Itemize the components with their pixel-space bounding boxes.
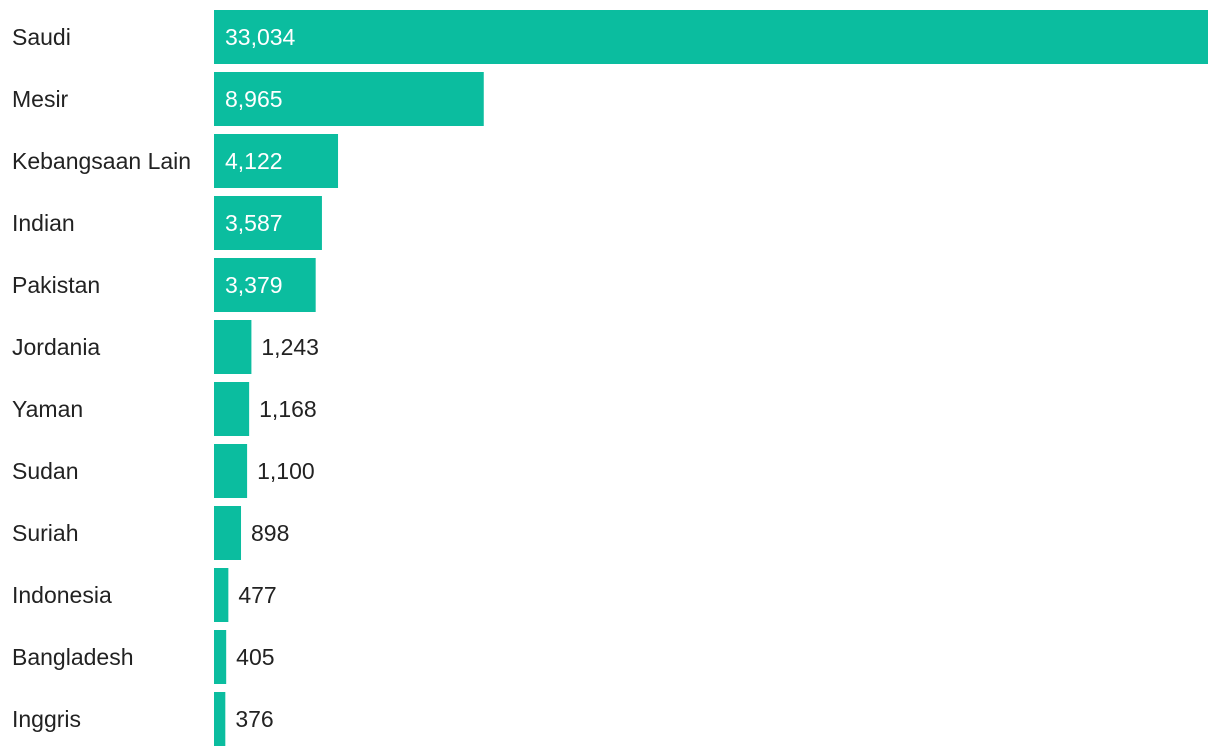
value-label: 8,965 — [225, 86, 283, 112]
bar-row: Yaman 1,168 — [12, 382, 317, 436]
bar-row: Mesir 8,965 — [12, 72, 484, 126]
bar — [214, 196, 322, 250]
value-label: 33,034 — [225, 24, 296, 50]
category-label: Indian — [12, 210, 75, 236]
category-label: Jordania — [12, 334, 100, 360]
category-label: Kebangsaan Lain — [12, 148, 191, 174]
category-label: Yaman — [12, 396, 83, 422]
value-label: 1,168 — [259, 396, 317, 422]
bar — [214, 568, 229, 622]
bar — [214, 10, 1208, 64]
bar-row: Bangladesh 405 — [12, 630, 275, 684]
bar — [214, 320, 252, 374]
bar — [214, 630, 227, 684]
value-label: 376 — [235, 706, 273, 732]
bar-row: Indian 3,587 — [12, 196, 322, 250]
value-label: 3,379 — [225, 272, 283, 298]
bar-row: Pakistan 3,379 — [12, 258, 316, 312]
value-label: 4,122 — [225, 148, 283, 174]
category-label: Bangladesh — [12, 644, 134, 670]
bar — [214, 382, 250, 436]
value-label: 3,587 — [225, 210, 283, 236]
category-label: Inggris — [12, 706, 81, 732]
category-label: Saudi — [12, 24, 71, 50]
category-label: Mesir — [12, 86, 69, 112]
bar-row: Inggris 376 — [12, 692, 274, 746]
category-label: Pakistan — [12, 272, 100, 298]
bar-row: Saudi 33,034 — [12, 10, 1208, 64]
bar — [214, 692, 226, 746]
bar-row: Sudan 1,100 — [12, 444, 315, 498]
category-label: Indonesia — [12, 582, 112, 608]
category-label: Suriah — [12, 520, 78, 546]
value-label: 477 — [238, 582, 276, 608]
bar — [214, 444, 248, 498]
bar — [214, 506, 242, 560]
value-label: 1,243 — [261, 334, 319, 360]
bar-row: Indonesia 477 — [12, 568, 277, 622]
value-label: 898 — [251, 520, 289, 546]
bar — [214, 134, 339, 188]
category-label: Sudan — [12, 458, 79, 484]
bar-row: Jordania 1,243 — [12, 320, 319, 374]
value-label: 1,100 — [257, 458, 315, 484]
bar-row: Suriah 898 — [12, 506, 289, 560]
bar — [214, 258, 316, 312]
bar-row: Kebangsaan Lain 4,122 — [12, 134, 339, 188]
value-label: 405 — [236, 644, 274, 670]
bar — [214, 72, 484, 126]
